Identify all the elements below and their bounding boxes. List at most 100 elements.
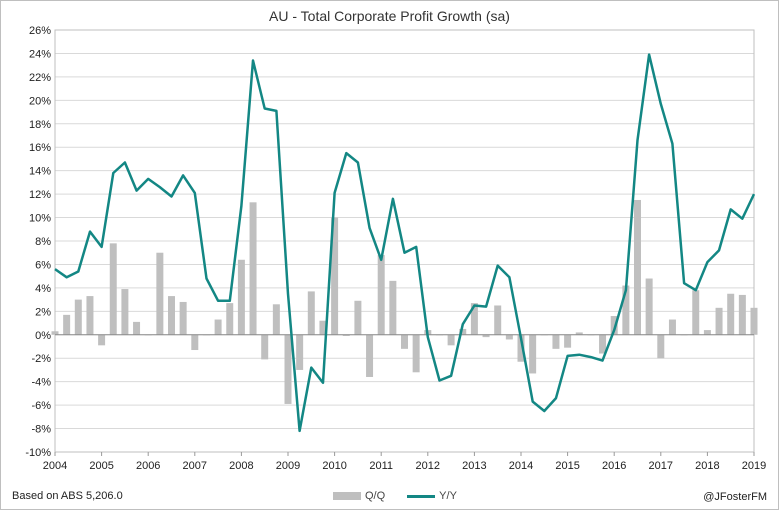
y-tick-label: 26% bbox=[29, 25, 51, 37]
bar-qq bbox=[645, 278, 653, 335]
bar-qq bbox=[412, 334, 420, 373]
bar-qq bbox=[191, 334, 199, 351]
y-tick-label: -6% bbox=[31, 400, 51, 412]
bar-qq bbox=[401, 334, 408, 349]
x-tick-label: 2018 bbox=[695, 460, 719, 472]
y-tick-label: 24% bbox=[29, 48, 51, 60]
y-tick-label: 14% bbox=[29, 166, 51, 178]
y-tick-label: 20% bbox=[29, 95, 51, 107]
x-tick-label: 2009 bbox=[276, 460, 300, 472]
bar-qq bbox=[494, 305, 502, 335]
bar-qq bbox=[377, 255, 385, 335]
bar-qq bbox=[366, 334, 374, 377]
bar-qq bbox=[331, 217, 339, 335]
bar-qq bbox=[599, 334, 607, 354]
bar-qq bbox=[517, 334, 525, 362]
chart-title: AU - Total Corporate Profit Growth (sa) bbox=[269, 8, 510, 24]
bar-qq bbox=[482, 334, 490, 338]
bar-qq bbox=[354, 300, 362, 335]
bar-qq bbox=[505, 334, 513, 340]
bar-qq bbox=[447, 334, 455, 346]
bar-qq bbox=[51, 331, 59, 335]
legend-swatch-yy bbox=[407, 494, 436, 498]
y-tick-label: 2% bbox=[35, 306, 51, 318]
x-tick-label: 2016 bbox=[602, 460, 626, 472]
bar-qq bbox=[249, 202, 257, 335]
y-tick-label: 10% bbox=[29, 213, 51, 225]
plot-area bbox=[54, 29, 755, 453]
x-tick-label: 2007 bbox=[183, 460, 207, 472]
bar-qq bbox=[237, 259, 245, 335]
x-tick-label: 2010 bbox=[322, 460, 346, 472]
bar-qq bbox=[342, 334, 350, 336]
bar-qq bbox=[657, 334, 665, 359]
bar-qq bbox=[459, 328, 467, 335]
bar-qq bbox=[156, 252, 164, 335]
bar-qq bbox=[703, 330, 711, 335]
y-tick-label: 18% bbox=[29, 119, 51, 131]
bar-qq bbox=[575, 332, 583, 335]
bar-qq bbox=[564, 334, 572, 348]
y-tick-label: -4% bbox=[31, 377, 51, 389]
bar-qq bbox=[261, 334, 269, 360]
bar-qq bbox=[179, 301, 187, 335]
x-tick-label: 2015 bbox=[555, 460, 579, 472]
bar-qq bbox=[86, 296, 94, 335]
y-tick-label: -8% bbox=[31, 424, 51, 436]
bar-qq bbox=[296, 334, 304, 370]
bar-qq bbox=[750, 307, 758, 335]
legend: Q/Q Y/Y bbox=[333, 490, 457, 502]
x-tick-label: 2008 bbox=[229, 460, 253, 472]
bar-qq bbox=[98, 334, 106, 346]
x-tick-label: 2011 bbox=[369, 460, 393, 472]
legend-label-qq: Q/Q bbox=[365, 490, 386, 502]
bar-qq bbox=[307, 291, 315, 335]
y-tick-label: 16% bbox=[29, 142, 51, 154]
x-tick-label: 2013 bbox=[462, 460, 486, 472]
bar-qq bbox=[214, 319, 222, 335]
x-tick-label: 2019 bbox=[742, 460, 766, 472]
bar-qq bbox=[610, 316, 618, 335]
x-tick-label: 2012 bbox=[416, 460, 440, 472]
source-note: Based on ABS 5,206.0 bbox=[12, 490, 123, 502]
y-tick-label: 8% bbox=[35, 236, 51, 248]
bar-qq bbox=[622, 285, 630, 335]
x-tick-label: 2014 bbox=[509, 460, 533, 472]
bar-qq bbox=[109, 243, 117, 335]
bar-qq bbox=[470, 303, 478, 335]
legend-swatch-qq bbox=[333, 492, 361, 500]
bar-qq bbox=[715, 307, 723, 335]
y-tick-label: 12% bbox=[29, 189, 51, 201]
bar-qq bbox=[389, 280, 397, 335]
bar-qq bbox=[63, 314, 71, 335]
bar-qq bbox=[668, 319, 676, 335]
bar-qq bbox=[133, 321, 141, 335]
bar-qq bbox=[634, 199, 641, 335]
author-credit: @JFosterFM bbox=[703, 491, 767, 503]
bar-qq bbox=[226, 303, 234, 335]
bar-qq bbox=[284, 334, 292, 404]
bar-qq bbox=[727, 293, 735, 335]
bar-qq bbox=[168, 296, 175, 335]
bar-qq bbox=[529, 334, 537, 374]
y-tick-label: 0% bbox=[35, 330, 51, 342]
bar-qq bbox=[692, 290, 700, 335]
y-tick-label: -2% bbox=[31, 353, 51, 365]
y-tick-label: -10% bbox=[25, 447, 51, 459]
bar-qq bbox=[272, 304, 280, 335]
bar-qq bbox=[319, 320, 327, 335]
x-tick-label: 2006 bbox=[136, 460, 160, 472]
y-tick-label: 4% bbox=[35, 283, 51, 295]
bar-qq bbox=[121, 289, 129, 335]
y-tick-label: 6% bbox=[35, 259, 51, 271]
x-tick-label: 2017 bbox=[649, 460, 673, 472]
bar-qq bbox=[74, 299, 82, 335]
y-tick-label: 22% bbox=[29, 72, 51, 84]
bar-qq bbox=[552, 334, 560, 349]
line-yy bbox=[54, 53, 756, 433]
x-tick-label: 2005 bbox=[89, 460, 113, 472]
x-tick-label: 2004 bbox=[43, 460, 67, 472]
legend-label-yy: Y/Y bbox=[439, 490, 457, 502]
